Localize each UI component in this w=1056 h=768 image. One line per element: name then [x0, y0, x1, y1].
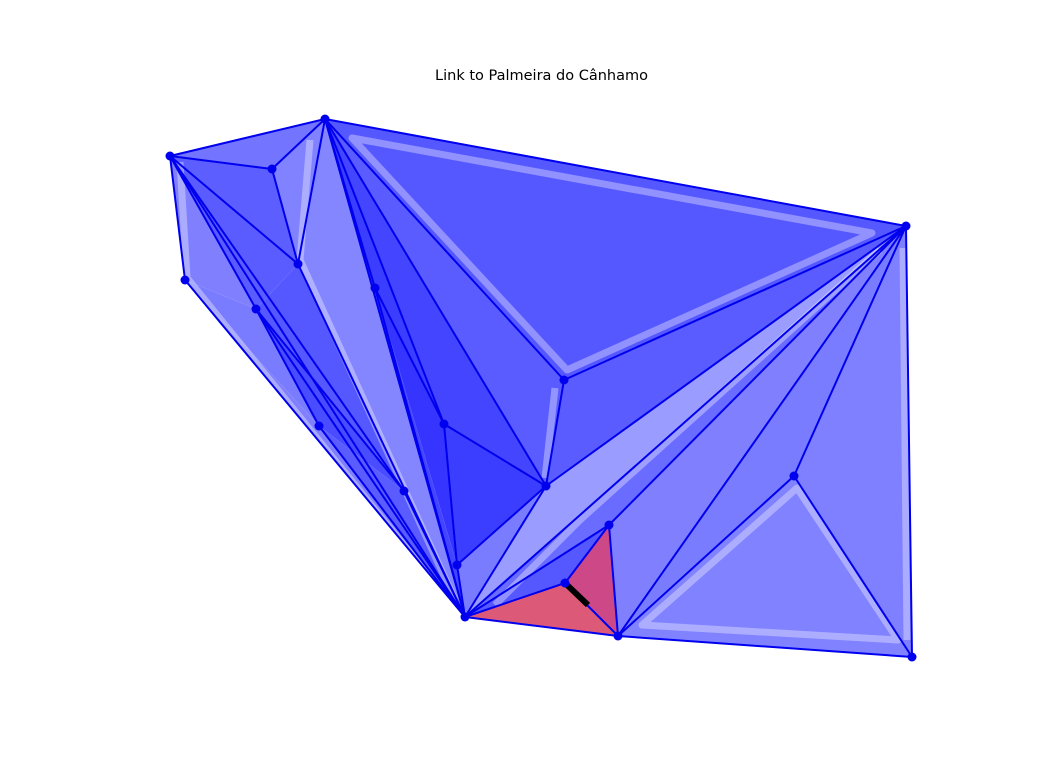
- edge: [443, 423, 547, 487]
- edge: [324, 118, 547, 487]
- vertex: [251, 304, 261, 314]
- triangle-face: [170, 156, 298, 309]
- edge: [169, 155, 186, 281]
- edge: [169, 155, 466, 618]
- triangle-face: [325, 119, 906, 380]
- edge: [464, 225, 907, 618]
- edge: [297, 118, 326, 265]
- edge: [464, 616, 619, 637]
- edge: [617, 225, 907, 637]
- vertex: [293, 259, 303, 269]
- vertex: [452, 560, 462, 570]
- vertex: [399, 486, 409, 496]
- triangle-face: [272, 119, 325, 264]
- triangle-face: [325, 119, 564, 486]
- edge: [456, 485, 547, 566]
- edge: [545, 379, 565, 487]
- highlighted-triangle: [465, 583, 618, 636]
- vertex: [613, 631, 623, 641]
- vertex: [439, 419, 449, 429]
- edge: [255, 308, 405, 492]
- vertex: [604, 520, 614, 530]
- edge: [374, 287, 445, 425]
- vertex: [560, 578, 570, 588]
- edge: [464, 485, 547, 618]
- edge: [563, 225, 907, 381]
- vertex: [541, 481, 551, 491]
- vertex: [320, 114, 330, 124]
- edge-shade: [541, 387, 559, 479]
- edge: [793, 225, 907, 477]
- vertex: [314, 421, 324, 431]
- edge: [443, 423, 458, 566]
- edge-shade: [638, 484, 902, 644]
- triangle-face: [298, 119, 465, 617]
- edge: [271, 168, 299, 265]
- edge: [403, 490, 466, 618]
- edge: [464, 582, 566, 618]
- vertex: [165, 151, 175, 161]
- edge: [324, 118, 565, 381]
- triangle-face: [618, 476, 912, 657]
- edge: [564, 524, 610, 584]
- vertex: [559, 375, 569, 385]
- edge: [617, 635, 913, 658]
- triangle-face: [794, 226, 912, 657]
- edge: [169, 155, 273, 170]
- edge: [793, 475, 913, 658]
- edge-shade: [899, 247, 911, 641]
- triangle-face: [457, 486, 546, 617]
- edge: [324, 118, 466, 618]
- edge: [545, 225, 907, 487]
- edge: [318, 425, 466, 618]
- edge: [464, 524, 610, 618]
- edge: [169, 155, 405, 492]
- vertex: [789, 471, 799, 481]
- vertex: [180, 275, 190, 285]
- triangle-face: [609, 226, 906, 636]
- edge-shade: [492, 247, 883, 608]
- highlighted-triangles: [465, 525, 618, 636]
- edge: [169, 155, 257, 310]
- triangle-face: [444, 424, 546, 565]
- vertex: [901, 221, 911, 231]
- edge: [255, 308, 320, 427]
- triangle-face: [256, 264, 404, 491]
- edge: [169, 118, 326, 157]
- edge: [608, 524, 619, 637]
- edge: [456, 564, 466, 618]
- edge: [608, 225, 907, 526]
- vertex: [267, 164, 277, 174]
- edge: [905, 225, 913, 658]
- vertex: [370, 283, 380, 293]
- edges: [169, 118, 913, 658]
- triangle-face: [170, 119, 325, 169]
- edge: [271, 118, 326, 170]
- vertex: [907, 652, 917, 662]
- vertex: [460, 612, 470, 622]
- edge: [255, 308, 466, 618]
- highlighted-triangle: [565, 525, 618, 636]
- edge: [617, 475, 795, 637]
- edge: [324, 118, 907, 227]
- diagram-title: Link to Palmeira do Cânhamo: [435, 68, 648, 84]
- edge: [184, 279, 466, 618]
- vertices: [165, 114, 917, 662]
- edge: [324, 118, 445, 425]
- link-segment: [562, 580, 591, 608]
- edge-shade: [348, 134, 876, 374]
- edge: [169, 155, 299, 265]
